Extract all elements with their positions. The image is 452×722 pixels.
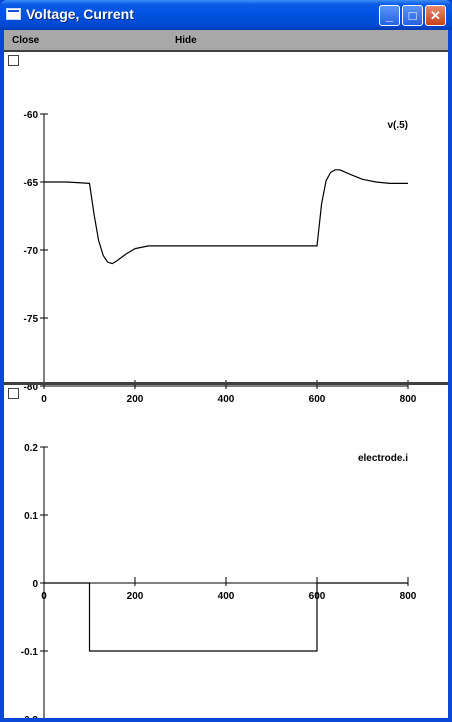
y-tick-label: 0.2 [24,443,38,454]
x-tick-label: 400 [218,394,235,405]
legend-label: electrode.i [358,453,408,464]
x-tick-label: 400 [218,591,235,602]
y-tick-label: -70 [24,246,39,257]
current-panel-checkbox[interactable] [8,388,19,399]
voltage-panel-checkbox[interactable] [8,55,19,66]
x-tick-label: 800 [400,591,417,602]
maximize-button[interactable]: □ [402,5,423,26]
window-title: Voltage, Current [26,6,134,22]
y-tick-label: 0.1 [24,511,38,522]
x-tick-label: 800 [400,394,417,405]
legend-label: v(.5) [387,120,408,131]
x-tick-label: 0 [41,394,47,405]
voltage-plot[interactable]: -60 -65 -70 -75 -800 200 400 600 800 v(.5) [4,52,448,405]
y-tick-label: -65 [24,178,39,189]
y-tick-label: -60 [24,110,39,121]
window-icon[interactable] [6,8,21,20]
x-tick-label: 200 [127,394,144,405]
y-tick-label: -0.1 [21,647,39,658]
close-menu-button[interactable]: Close [12,35,40,46]
series-line [44,169,408,265]
panel-divider[interactable] [4,382,448,385]
x-tick-label: 600 [309,394,326,405]
minimize-button[interactable]: _ [379,5,400,26]
close-window-button[interactable]: ✕ [425,5,446,26]
window-client-area: Close Hide -60 -65 -70 -75 -80 0 200 400 600 800 v… [4,30,448,722]
y-tick-label: -80 [24,382,39,393]
x-tick-label: 0 [41,591,47,602]
menu-bar: Close Hide [4,30,448,52]
x-tick-label: 200 [127,591,144,602]
series-line [44,582,408,652]
title-bar[interactable]: Voltage, Current _ □ ✕ [0,0,452,30]
current-plot[interactable]: 0.20.10-0.1-0.20200400600800electrode.i [4,385,448,722]
y-tick-label: -75 [24,314,39,325]
y-tick-label: 0 [32,579,38,590]
window-bottom-border[interactable] [0,718,452,722]
hide-menu-button[interactable]: Hide [175,35,197,46]
